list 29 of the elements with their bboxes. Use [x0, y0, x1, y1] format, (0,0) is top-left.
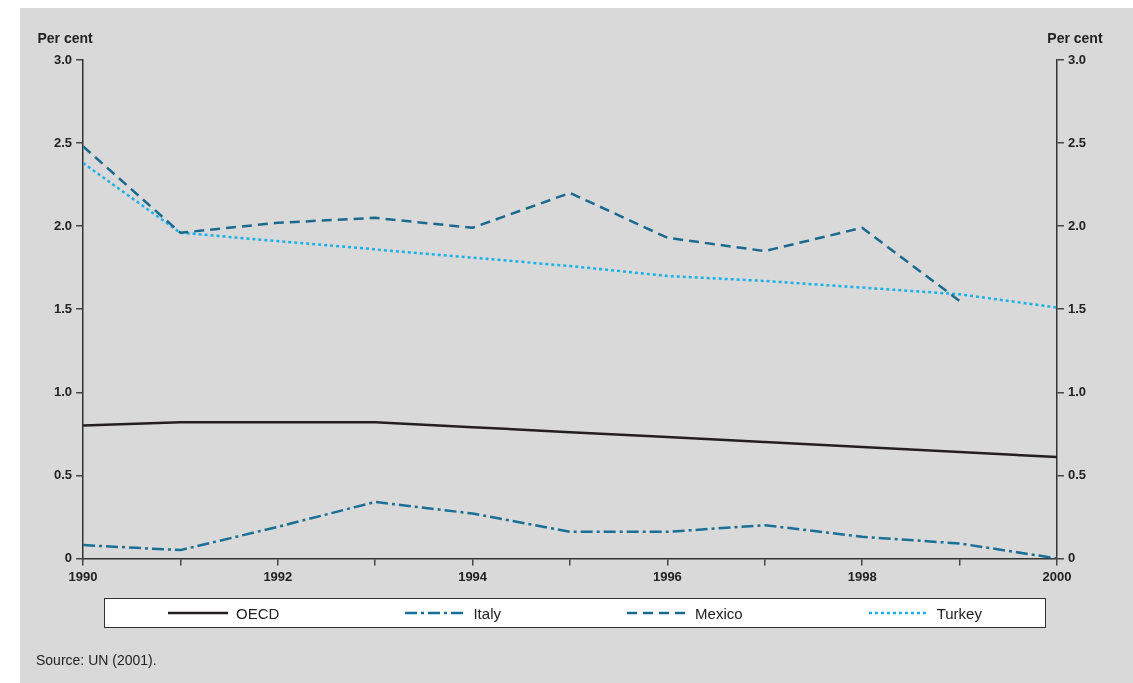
y-tick-label: 2.0: [53, 217, 73, 233]
y2-tick-label: 2.5: [1067, 134, 1087, 150]
y-tick-label: 2.5: [53, 134, 73, 150]
y-tick-label: 0.5: [53, 466, 73, 482]
legend-label: Italy: [473, 604, 501, 622]
x-tick-label: 1994: [458, 568, 488, 584]
legend-label: OECD: [236, 604, 280, 622]
y-tick-label: 0: [64, 549, 73, 565]
line-series: [83, 161, 1057, 309]
y2-axis-title: Per cent: [1047, 29, 1103, 46]
y-tick-label: 3.0: [53, 51, 73, 67]
legend-label: Mexico: [695, 604, 743, 622]
source-note: Source: UN (2001).: [36, 652, 157, 668]
x-tick-label: 1992: [263, 568, 293, 584]
y-tick-label: 1.0: [53, 383, 73, 399]
x-tick-label: 1996: [652, 568, 682, 584]
y2-tick-label: 1.5: [1067, 300, 1087, 316]
x-tick-label: 1998: [847, 568, 877, 584]
legend-label: Turkey: [936, 604, 982, 622]
y-axis-title: Per cent: [37, 29, 94, 46]
x-tick-label: 1990: [68, 568, 98, 584]
y-tick-label: 1.5: [53, 300, 73, 316]
x-tick-label: 2000: [1042, 568, 1072, 584]
y2-tick-label: 0: [1067, 549, 1076, 565]
line-series: [83, 145, 961, 303]
y2-tick-label: 2.0: [1067, 217, 1087, 233]
y2-tick-label: 1.0: [1067, 383, 1087, 399]
y2-tick-label: 0.5: [1067, 466, 1087, 482]
y2-tick-label: 3.0: [1067, 51, 1087, 67]
